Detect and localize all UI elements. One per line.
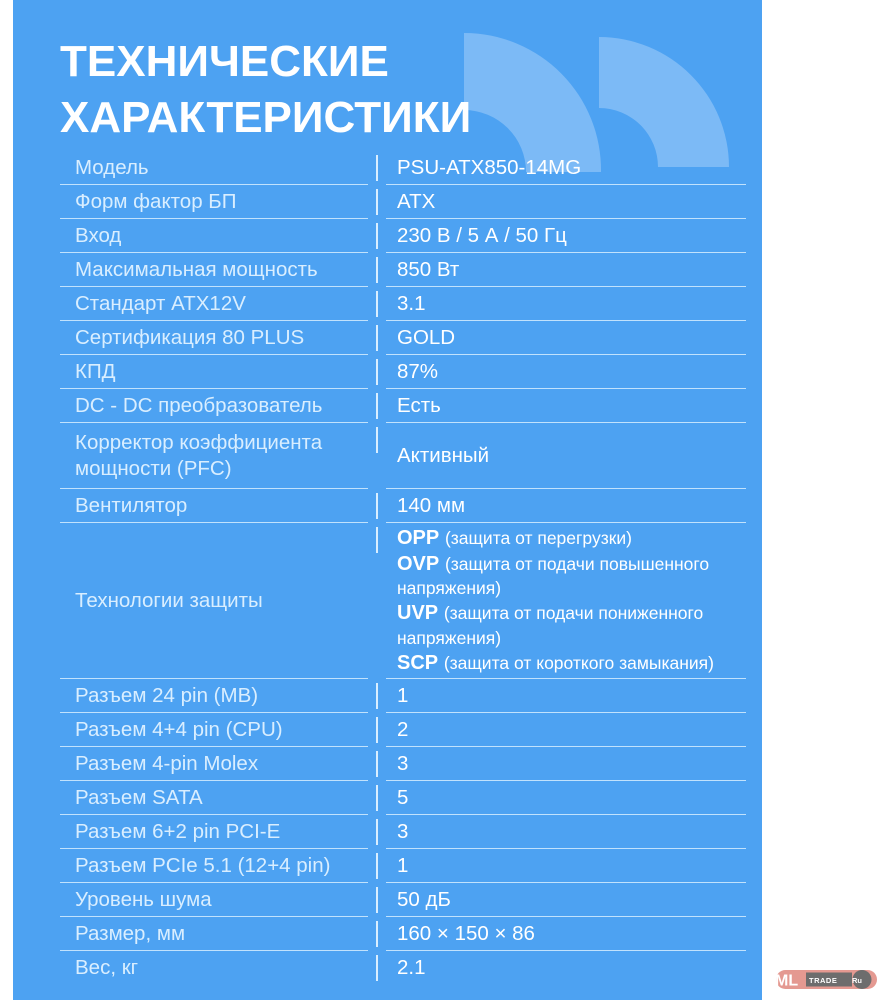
svg-text:ML: ML [776,973,798,990]
svg-text:TRADE: TRADE [809,976,837,985]
svg-text:Ru: Ru [852,976,862,985]
